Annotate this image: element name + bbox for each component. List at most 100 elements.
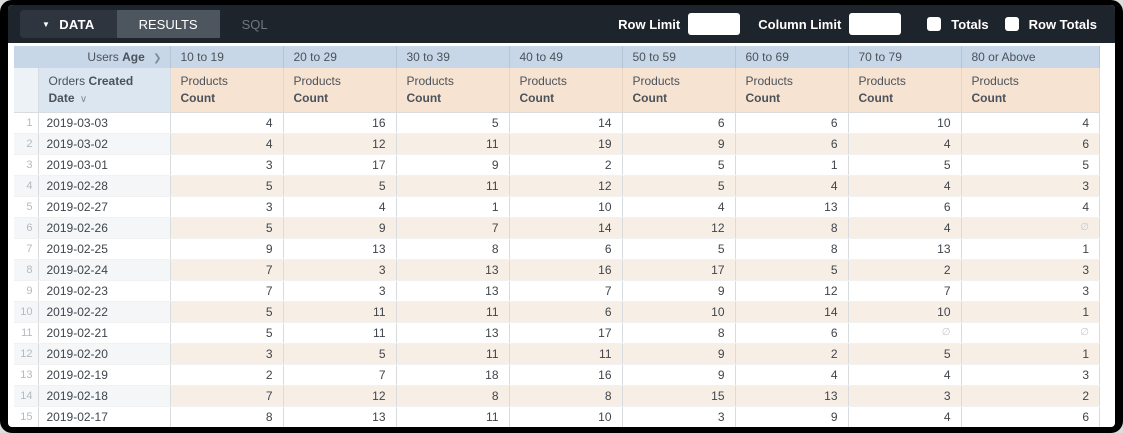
- value-cell[interactable]: 3: [622, 406, 736, 427]
- value-cell[interactable]: 1: [961, 238, 1100, 260]
- value-cell[interactable]: 7: [509, 280, 623, 302]
- value-cell[interactable]: 8: [396, 238, 510, 260]
- totals-checkbox[interactable]: [927, 17, 942, 31]
- value-cell[interactable]: 12: [622, 217, 736, 239]
- value-cell[interactable]: 4: [848, 217, 962, 239]
- value-cell[interactable]: 11: [283, 322, 397, 344]
- value-cell[interactable]: 8: [509, 385, 623, 407]
- value-cell[interactable]: 5: [283, 343, 397, 365]
- value-cell[interactable]: 5: [848, 343, 962, 365]
- value-cell[interactable]: 10: [622, 301, 736, 323]
- value-cell[interactable]: 14: [509, 217, 623, 239]
- value-cell[interactable]: 3: [961, 280, 1100, 302]
- value-cell[interactable]: 8: [622, 322, 736, 344]
- value-cell[interactable]: 11: [283, 301, 397, 323]
- value-cell[interactable]: 3: [961, 364, 1100, 386]
- date-cell[interactable]: 2019-02-24: [38, 259, 171, 281]
- value-cell[interactable]: 6: [735, 322, 849, 344]
- value-cell[interactable]: ∅: [848, 322, 962, 344]
- value-cell[interactable]: 7: [170, 280, 284, 302]
- row-limit-input[interactable]: [688, 13, 741, 35]
- value-cell[interactable]: 2: [509, 154, 623, 176]
- value-cell[interactable]: 5: [622, 238, 736, 260]
- value-cell[interactable]: 1: [396, 196, 510, 218]
- date-cell[interactable]: 2019-03-03: [38, 112, 171, 134]
- date-cell[interactable]: 2019-02-23: [38, 280, 171, 302]
- value-cell[interactable]: 4: [622, 196, 736, 218]
- value-cell[interactable]: 14: [509, 112, 623, 134]
- value-cell[interactable]: 6: [961, 406, 1100, 427]
- value-cell[interactable]: 2: [961, 385, 1100, 407]
- pivot-value-header[interactable]: 70 to 79: [848, 46, 962, 68]
- value-cell[interactable]: 5: [170, 217, 284, 239]
- tab-data[interactable]: ▼ DATA: [20, 10, 117, 38]
- value-cell[interactable]: 11: [396, 343, 510, 365]
- value-cell[interactable]: 6: [848, 196, 962, 218]
- value-cell[interactable]: 10: [509, 406, 623, 427]
- date-cell[interactable]: 2019-02-18: [38, 385, 171, 407]
- pivot-value-header[interactable]: 80 or Above: [961, 46, 1100, 68]
- value-cell[interactable]: 7: [396, 217, 510, 239]
- pivot-value-header[interactable]: 30 to 39: [396, 46, 510, 68]
- value-cell[interactable]: 9: [622, 133, 736, 155]
- date-cell[interactable]: 2019-03-02: [38, 133, 171, 155]
- pivot-value-header[interactable]: 60 to 69: [735, 46, 849, 68]
- value-cell[interactable]: 14: [735, 301, 849, 323]
- date-cell[interactable]: 2019-03-01: [38, 154, 171, 176]
- value-cell[interactable]: 2: [170, 364, 284, 386]
- value-cell[interactable]: 11: [396, 406, 510, 427]
- value-cell[interactable]: 15: [622, 385, 736, 407]
- tab-sql[interactable]: SQL: [241, 16, 268, 32]
- date-cell[interactable]: 2019-02-26: [38, 217, 171, 239]
- value-cell[interactable]: 13: [396, 280, 510, 302]
- value-cell[interactable]: 7: [283, 364, 397, 386]
- value-cell[interactable]: 8: [170, 406, 284, 427]
- value-cell[interactable]: 16: [283, 112, 397, 134]
- value-cell[interactable]: 18: [396, 364, 510, 386]
- date-cell[interactable]: 2019-02-28: [38, 175, 171, 197]
- value-cell[interactable]: 6: [735, 112, 849, 134]
- value-cell[interactable]: 13: [283, 238, 397, 260]
- value-cell[interactable]: 12: [735, 280, 849, 302]
- measure-header[interactable]: Products Count: [509, 68, 623, 113]
- value-cell[interactable]: 13: [396, 322, 510, 344]
- value-cell[interactable]: 3: [283, 280, 397, 302]
- value-cell[interactable]: 11: [509, 343, 623, 365]
- value-cell[interactable]: 4: [961, 196, 1100, 218]
- value-cell[interactable]: 3: [848, 385, 962, 407]
- measure-header[interactable]: Products Count: [396, 68, 510, 113]
- value-cell[interactable]: 17: [622, 259, 736, 281]
- value-cell[interactable]: 8: [396, 385, 510, 407]
- value-cell[interactable]: 11: [396, 133, 510, 155]
- value-cell[interactable]: 2: [735, 343, 849, 365]
- row-field-orders-created-date[interactable]: Orders Created Date ∨: [38, 68, 171, 113]
- value-cell[interactable]: 5: [961, 154, 1100, 176]
- value-cell[interactable]: 7: [170, 259, 284, 281]
- value-cell[interactable]: 16: [509, 259, 623, 281]
- date-cell[interactable]: 2019-02-22: [38, 301, 171, 323]
- date-cell[interactable]: 2019-02-19: [38, 364, 171, 386]
- pivot-value-header[interactable]: 20 to 29: [283, 46, 397, 68]
- value-cell[interactable]: 6: [509, 238, 623, 260]
- value-cell[interactable]: 4: [170, 133, 284, 155]
- value-cell[interactable]: 9: [622, 280, 736, 302]
- value-cell[interactable]: ∅: [961, 217, 1100, 239]
- value-cell[interactable]: 16: [509, 364, 623, 386]
- measure-header[interactable]: Products Count: [848, 68, 962, 113]
- value-cell[interactable]: 1: [961, 343, 1100, 365]
- value-cell[interactable]: 3: [170, 154, 284, 176]
- value-cell[interactable]: 4: [283, 196, 397, 218]
- value-cell[interactable]: 9: [396, 154, 510, 176]
- value-cell[interactable]: 13: [283, 406, 397, 427]
- value-cell[interactable]: 9: [283, 217, 397, 239]
- measure-header[interactable]: Products Count: [283, 68, 397, 113]
- value-cell[interactable]: 13: [396, 259, 510, 281]
- value-cell[interactable]: 13: [735, 196, 849, 218]
- pivot-value-header[interactable]: 40 to 49: [509, 46, 623, 68]
- pivot-value-header[interactable]: 50 to 59: [622, 46, 736, 68]
- value-cell[interactable]: 5: [735, 259, 849, 281]
- value-cell[interactable]: 12: [283, 385, 397, 407]
- value-cell[interactable]: 8: [735, 238, 849, 260]
- value-cell[interactable]: 4: [848, 406, 962, 427]
- pivot-value-header[interactable]: 10 to 19: [170, 46, 284, 68]
